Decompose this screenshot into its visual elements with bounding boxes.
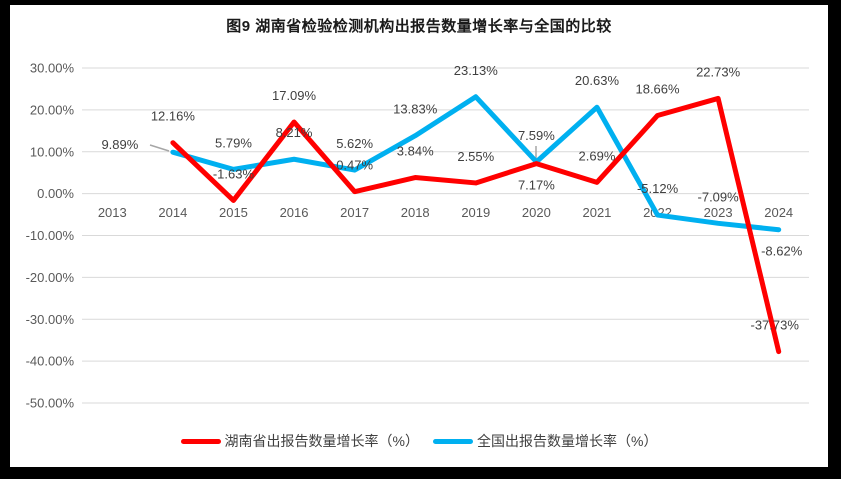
svg-text:30.00%: 30.00% [30,61,75,76]
svg-text:10.00%: 10.00% [30,144,75,159]
svg-text:2020: 2020 [522,205,551,220]
svg-text:13.83%: 13.83% [393,102,438,117]
legend-item-national: 全国出报告数量增长率（%） [433,431,657,451]
svg-text:20.63%: 20.63% [575,73,620,88]
svg-text:-1.63%: -1.63% [213,166,255,181]
svg-text:-7.09%: -7.09% [698,189,740,204]
svg-text:2016: 2016 [280,205,309,220]
svg-text:7.17%: 7.17% [518,178,555,193]
svg-text:2021: 2021 [582,205,611,220]
svg-text:2018: 2018 [401,205,430,220]
svg-text:-8.62%: -8.62% [761,244,803,259]
svg-text:-10.00%: -10.00% [26,228,75,243]
svg-text:5.79%: 5.79% [215,135,252,150]
hunan-series-swatch-icon [180,438,221,444]
legend-label-hunan: 湖南省出报告数量增长率（%） [224,433,419,449]
svg-text:2017: 2017 [340,205,369,220]
svg-text:5.62%: 5.62% [336,136,373,151]
svg-text:2.69%: 2.69% [579,148,616,163]
chart-title: 图9 湖南省检验检测机构出报告数量增长率与全国的比较 [226,18,612,35]
svg-text:17.09%: 17.09% [272,88,317,103]
svg-text:2023: 2023 [704,205,733,220]
svg-text:2.55%: 2.55% [457,149,494,164]
svg-text:0.47%: 0.47% [336,158,373,173]
svg-text:0.00%: 0.00% [37,186,74,201]
svg-text:2024: 2024 [764,205,793,220]
svg-text:2015: 2015 [219,205,248,220]
svg-text:20.00%: 20.00% [30,102,75,117]
national-series-swatch-icon [433,438,473,444]
svg-text:-20.00%: -20.00% [26,270,75,285]
svg-text:12.16%: 12.16% [151,109,196,124]
chart-legend: 湖南省出报告数量增长率（%） 全国出报告数量增长率（%） [10,431,828,451]
svg-text:3.84%: 3.84% [397,144,434,159]
svg-text:-40.00%: -40.00% [26,354,75,369]
svg-text:23.13%: 23.13% [454,63,499,78]
svg-text:22.73%: 22.73% [696,64,741,79]
svg-text:8.21%: 8.21% [276,125,313,140]
svg-text:-30.00%: -30.00% [26,312,75,327]
svg-text:-5.12%: -5.12% [637,181,679,196]
legend-label-national: 全国出报告数量增长率（%） [477,433,658,449]
svg-text:7.59%: 7.59% [518,128,555,143]
svg-text:9.89%: 9.89% [101,137,138,152]
svg-text:2013: 2013 [98,205,127,220]
legend-item-hunan: 湖南省出报告数量增长率（%） [180,431,419,451]
svg-text:2019: 2019 [461,205,490,220]
svg-text:2014: 2014 [158,205,187,220]
line-chart-svg: 30.00% 20.00% 10.00% 0.00% -10.00% -20.00% -30… [26,61,809,411]
svg-text:-37.73%: -37.73% [750,318,799,333]
svg-text:-50.00%: -50.00% [26,396,75,411]
svg-text:18.66%: 18.66% [635,81,680,96]
